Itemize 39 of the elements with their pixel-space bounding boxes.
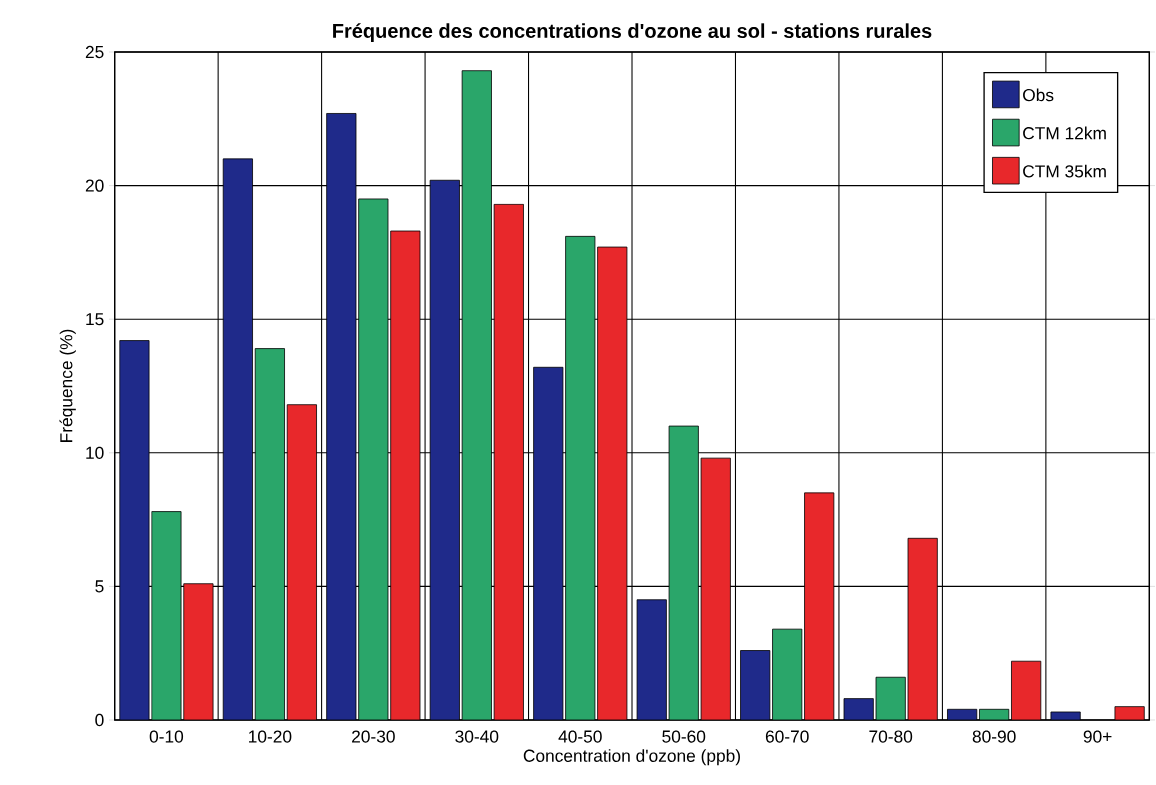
bar xyxy=(286,404,317,720)
bar xyxy=(151,511,182,720)
legend-label: CTM 12km xyxy=(1023,126,1106,140)
bar xyxy=(1011,660,1042,720)
y-tick-label: 5 xyxy=(95,580,104,593)
x-tick-label: 10-20 xyxy=(249,730,292,743)
bar xyxy=(565,235,596,720)
x-tick-label: 30-40 xyxy=(455,730,499,743)
y-tick-label: 10 xyxy=(86,446,104,459)
legend-label: Obs xyxy=(1023,88,1054,102)
x-tick-label: 80-90 xyxy=(972,730,1016,743)
bar xyxy=(390,230,421,720)
x-tick-label: 70-80 xyxy=(869,730,913,743)
y-tick-label: 25 xyxy=(85,45,104,58)
y-axis-title: Fréquence (%) xyxy=(59,329,76,442)
y-tick-label: 0 xyxy=(95,713,104,726)
x-tick-label: 90+ xyxy=(1083,730,1112,743)
bar xyxy=(700,457,731,720)
bar xyxy=(772,628,803,720)
x-tick-label: 50-60 xyxy=(662,730,706,743)
y-tick-label: 20 xyxy=(85,179,104,192)
legend-label: CTM 35km xyxy=(1023,164,1106,178)
bar xyxy=(183,583,214,720)
x-tick-label: 60-70 xyxy=(765,730,809,743)
bar xyxy=(358,198,389,720)
y-tick-label: 15 xyxy=(86,313,104,326)
bar xyxy=(597,246,628,720)
chart-title: Fréquence des concentrations d'ozone au sol - stations rurales xyxy=(333,22,932,42)
bar xyxy=(493,203,524,720)
x-tick-label: 0-10 xyxy=(149,730,184,743)
x-axis-title: Concentration d'ozone (ppb) xyxy=(523,748,740,766)
bar xyxy=(875,676,906,720)
x-tick-label: 20-30 xyxy=(352,730,395,743)
bar xyxy=(668,425,699,720)
bar xyxy=(907,537,938,720)
bar xyxy=(254,348,285,720)
x-tick-label: 40-50 xyxy=(558,730,602,743)
bar xyxy=(804,492,835,720)
bar xyxy=(461,70,492,720)
